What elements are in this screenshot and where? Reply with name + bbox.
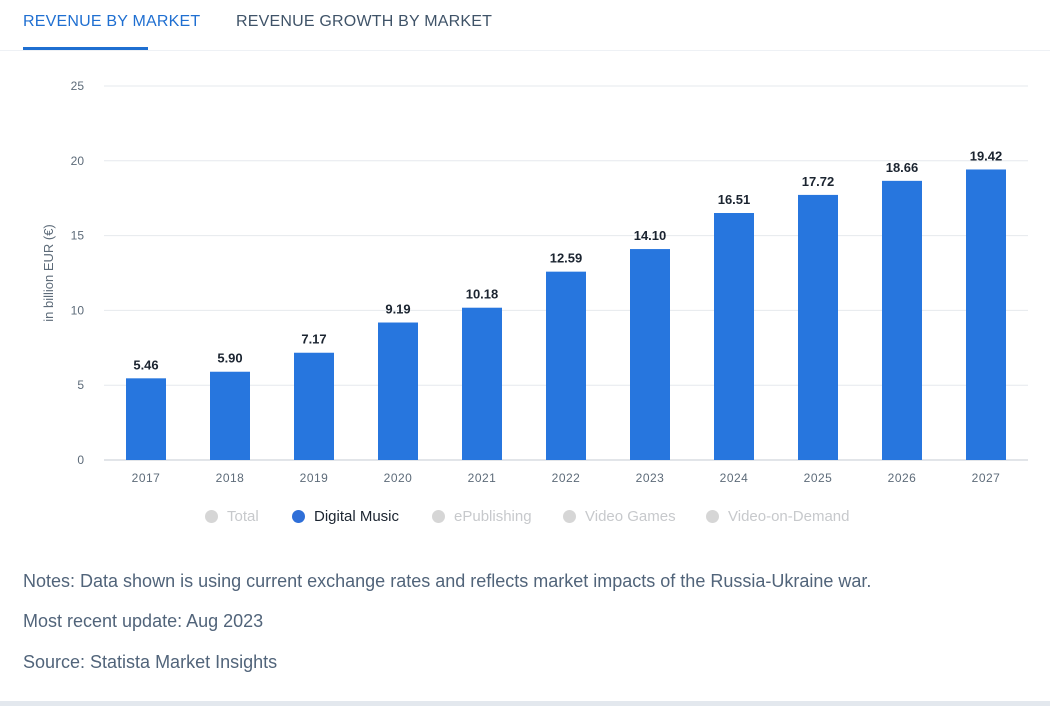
tab-revenue-by-market[interactable]: REVENUE BY MARKET bbox=[23, 13, 201, 30]
x-tick-label: 2017 bbox=[132, 471, 161, 485]
legend-item-epublishing[interactable]: ePublishing bbox=[432, 508, 532, 525]
bar-value-label: 12.59 bbox=[550, 251, 583, 266]
legend-label: Video-on-Demand bbox=[728, 508, 850, 525]
bar-value-label: 5.90 bbox=[217, 351, 242, 366]
y-tick-label: 15 bbox=[71, 229, 85, 243]
legend-item-video-on-demand[interactable]: Video-on-Demand bbox=[706, 508, 849, 525]
tab-revenue-growth-by-market[interactable]: REVENUE GROWTH BY MARKET bbox=[236, 13, 493, 30]
y-tick-label: 10 bbox=[71, 303, 85, 317]
x-tick-label: 2026 bbox=[888, 471, 917, 485]
x-tick-label: 2021 bbox=[468, 471, 497, 485]
x-tick-label: 2024 bbox=[720, 471, 749, 485]
x-tick-label: 2022 bbox=[552, 471, 581, 485]
bar-value-label: 18.66 bbox=[886, 160, 919, 175]
bar-value-label: 19.42 bbox=[970, 148, 1003, 163]
x-tick-label: 2023 bbox=[636, 471, 665, 485]
bar-value-label: 17.72 bbox=[802, 174, 835, 189]
legend-dot-icon bbox=[563, 510, 576, 523]
y-tick-label: 25 bbox=[71, 79, 85, 93]
x-tick-label: 2020 bbox=[384, 471, 413, 485]
legend-dot-icon bbox=[706, 510, 719, 523]
bar-value-label: 10.18 bbox=[466, 287, 499, 302]
update-date: Most recent update: Aug 2023 bbox=[23, 611, 264, 631]
legend-label: ePublishing bbox=[454, 508, 532, 525]
bar-value-label: 14.10 bbox=[634, 228, 667, 243]
chart-notes: Notes: Data shown is using current excha… bbox=[23, 571, 872, 591]
bar-2022 bbox=[546, 271, 586, 460]
bar-2023 bbox=[630, 249, 670, 460]
chart-legend: Total Digital Music ePublishing Video Ga… bbox=[0, 508, 1050, 528]
bar-value-label: 5.46 bbox=[133, 357, 158, 372]
source-text: Source: Statista Market Insights bbox=[23, 652, 278, 672]
legend-label: Total bbox=[227, 508, 259, 525]
bar-2020 bbox=[378, 322, 418, 460]
tab-bar: REVENUE BY MARKET REVENUE GROWTH BY MARK… bbox=[0, 0, 1050, 51]
bar-value-label: 9.19 bbox=[385, 302, 410, 317]
bar-2017 bbox=[126, 378, 166, 460]
bar-2026 bbox=[882, 180, 922, 460]
bar-2018 bbox=[210, 371, 250, 460]
bar-value-label: 16.51 bbox=[718, 192, 751, 207]
legend-item-total[interactable]: Total bbox=[205, 508, 259, 525]
bar-2021 bbox=[462, 307, 502, 460]
legend-label: Digital Music bbox=[314, 508, 400, 525]
x-tick-label: 2019 bbox=[300, 471, 329, 485]
bar-2027 bbox=[966, 169, 1006, 460]
x-tick-label: 2027 bbox=[972, 471, 1001, 485]
bar-2025 bbox=[798, 194, 838, 460]
bottom-divider bbox=[0, 701, 1050, 706]
legend-dot-icon bbox=[292, 510, 305, 523]
y-tick-label: 20 bbox=[71, 154, 85, 168]
bar-2019 bbox=[294, 352, 334, 460]
bar-2024 bbox=[714, 213, 754, 460]
legend-item-video-games[interactable]: Video Games bbox=[563, 508, 676, 525]
y-tick-label: 0 bbox=[77, 453, 84, 467]
legend-item-digital-music[interactable]: Digital Music bbox=[292, 508, 399, 525]
legend-label: Video Games bbox=[585, 508, 676, 525]
x-tick-label: 2025 bbox=[804, 471, 833, 485]
y-tick-label: 5 bbox=[77, 378, 84, 392]
active-tab-indicator bbox=[23, 47, 148, 50]
legend-dot-icon bbox=[205, 510, 218, 523]
bar-value-label: 7.17 bbox=[301, 332, 326, 347]
legend-dot-icon bbox=[432, 510, 445, 523]
x-tick-label: 2018 bbox=[216, 471, 245, 485]
y-axis-label: in billion EUR (€) bbox=[41, 224, 56, 322]
